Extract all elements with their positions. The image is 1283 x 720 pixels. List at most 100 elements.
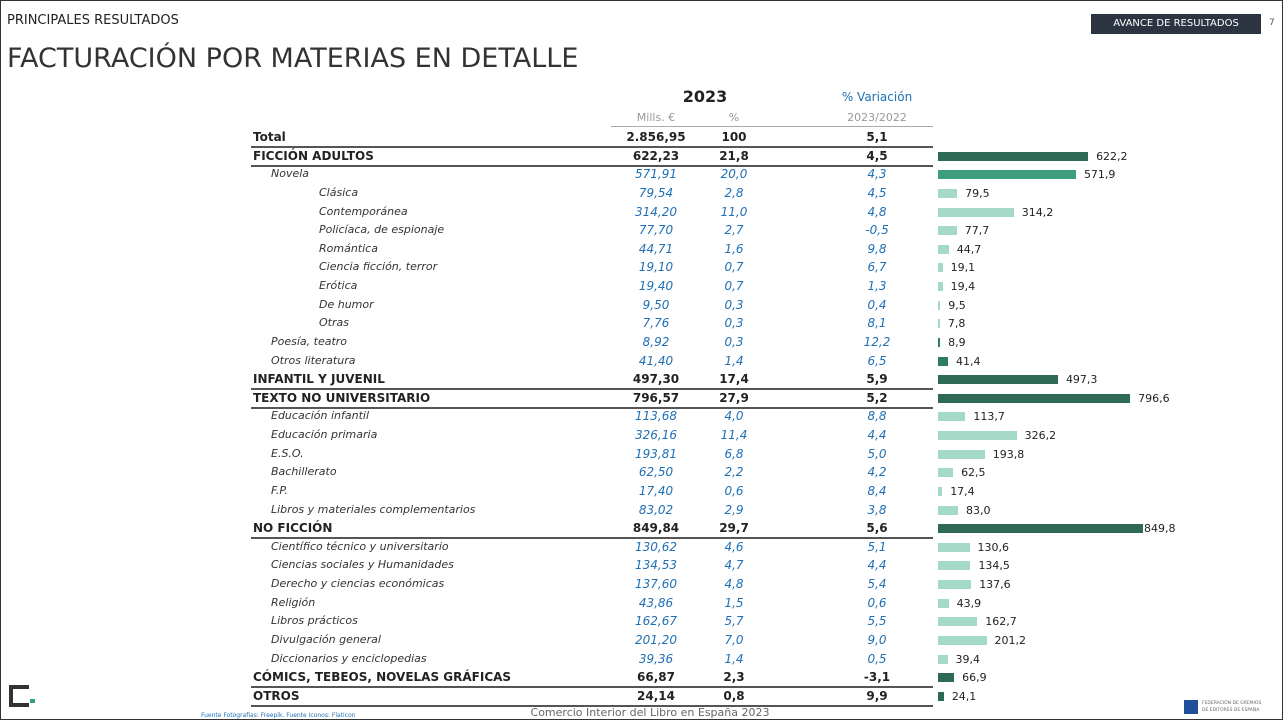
table-row: Erótica 19,40 0,7 1,3 [251,277,933,295]
table-row: Novela 571,91 20,0 4,3 [251,165,933,183]
bar-label: 314,2 [1021,205,1054,219]
bar [938,691,944,701]
table-row: Policíaca, de espionaje 77,70 2,7 -0,5 [251,221,933,239]
share-cell: 5,7 [724,614,744,629]
table-row: De humor 9,50 0,3 0,4 [251,296,933,314]
variation-cell: 8,1 [867,316,887,331]
row-label: Divulgación general [271,633,381,646]
table-row: OTROS 24,14 0,8 9,9 [251,687,933,707]
bar [938,356,948,366]
share-cell: 1,5 [724,595,744,610]
table-row: Romántica 44,71 1,6 9,8 [251,240,933,258]
share-cell: 0,3 [724,316,744,331]
variation-cell: -0,5 [865,223,889,238]
row-label: Ciencia ficción, terror [319,260,438,274]
mills-cell: 8,92 [642,334,670,349]
row-label: CÓMICS, TEBEOS, NOVELAS GRÁFICAS [253,670,512,685]
table-row: Poesía, teatro 8,92 0,3 12,2 [251,333,933,351]
bar [938,151,1089,161]
share-cell: 0,7 [724,260,744,275]
row-label: Contemporánea [319,204,408,218]
mills-cell: 66,87 [637,670,675,685]
table-row: INFANTIL Y JUVENIL 497,30 17,4 5,9 [251,370,933,391]
header-rule [611,126,933,127]
mills-cell: 193,81 [635,446,677,461]
bar [938,449,985,459]
variation-cell: 4,4 [867,428,887,443]
bar [938,170,1076,180]
variation-header: % Variación [841,90,913,104]
mills-cell: 314,20 [635,204,677,219]
variation-cell: 5,6 [866,521,888,536]
bar-label: 24,1 [951,689,977,703]
mills-cell: 201,20 [635,633,677,647]
row-label: Policíaca, de espionaje [319,223,445,237]
table-row: Derecho y ciencias económicas 137,60 4,8 5,… [251,575,933,593]
variation-cell: 8,8 [867,409,887,424]
share-cell: 4,8 [724,577,744,592]
variation-cell: 5,5 [867,614,887,629]
row-label: INFANTIL Y JUVENIL [253,372,385,387]
row-label: Otros literatura [271,353,356,367]
mills-cell: 17,40 [638,483,674,498]
variation-cell: 0,4 [867,297,887,312]
share-cell: 20,0 [720,167,748,182]
mills-cell: 24,14 [637,688,675,703]
mills-cell: 39,36 [638,651,674,666]
mills-cell: 43,86 [638,595,674,610]
bar [938,244,949,254]
share-cell: 17,4 [719,372,749,387]
share-cell: 100 [721,130,747,144]
bar [938,207,1014,217]
table-row: Religión 43,86 1,5 0,6 [251,594,933,612]
logo-text: DE EDITORES DE ESPAÑA [1202,708,1260,713]
bar-label: 43,9 [956,596,982,610]
table-row: Libros y materiales complementarios 83,02… [251,501,933,519]
bar-label: 19,1 [950,261,976,275]
variation-cell: -3,1 [863,670,891,685]
table-row: Libros prácticos 162,67 5,7 5,5 [251,612,933,630]
table-row: Total 2.856,95 100 5,1 [251,128,933,148]
bar-label: 326,2 [1024,429,1057,443]
bar [938,468,954,478]
bar-label: 41,4 [955,354,981,368]
table-row: Divulgación general 201,20 7,0 9,0 [251,631,933,649]
row-label: Libros prácticos [271,614,358,628]
variation-cell: 5,1 [866,130,888,144]
bar-label: 62,5 [961,466,986,480]
variation-cell: 4,8 [867,204,887,219]
bar-label: 7,8 [947,317,966,331]
share-cell: 4,7 [724,558,744,573]
row-label: F.P. [271,483,289,497]
bar [938,319,940,329]
row-label: Novela [271,167,310,181]
bar-label: 8,9 [948,335,966,349]
bar-label: 622,2 [1096,149,1128,163]
mills-cell: 134,53 [635,558,677,573]
logo-icon [1184,700,1198,714]
row-label: OTROS [253,688,300,703]
table-row: FICCIÓN ADULTOS 622,23 21,8 4,5 [251,147,933,167]
row-label: Libros y materiales complementarios [271,502,476,516]
bar-label: 201,2 [994,634,1027,647]
row-label: Derecho y ciencias económicas [271,577,445,591]
section: PRINCIPALES RESULTADOS [7,13,179,28]
mills-cell: 849,84 [632,521,680,536]
footer-center: Comercio Interior del Libro en España 20… [530,706,770,719]
mills-cell: 79,54 [638,185,674,200]
share-cell: 11,0 [720,204,748,219]
mills-cell: 44,71 [638,241,674,256]
variation-cell: 5,9 [866,372,888,387]
bar [938,486,943,496]
variation-cell: 6,5 [867,353,887,368]
logo-c [9,685,29,707]
row-label: De humor [319,297,374,311]
table-row: Bachillerato 62,50 2,2 4,2 [251,463,933,481]
share-cell: 1,4 [724,651,744,666]
bar [938,580,972,590]
bar [938,431,1017,441]
share-cell: 11,4 [720,428,748,443]
logo-dot [30,699,35,703]
table-row: F.P. 17,40 0,6 8,4 [251,482,933,500]
